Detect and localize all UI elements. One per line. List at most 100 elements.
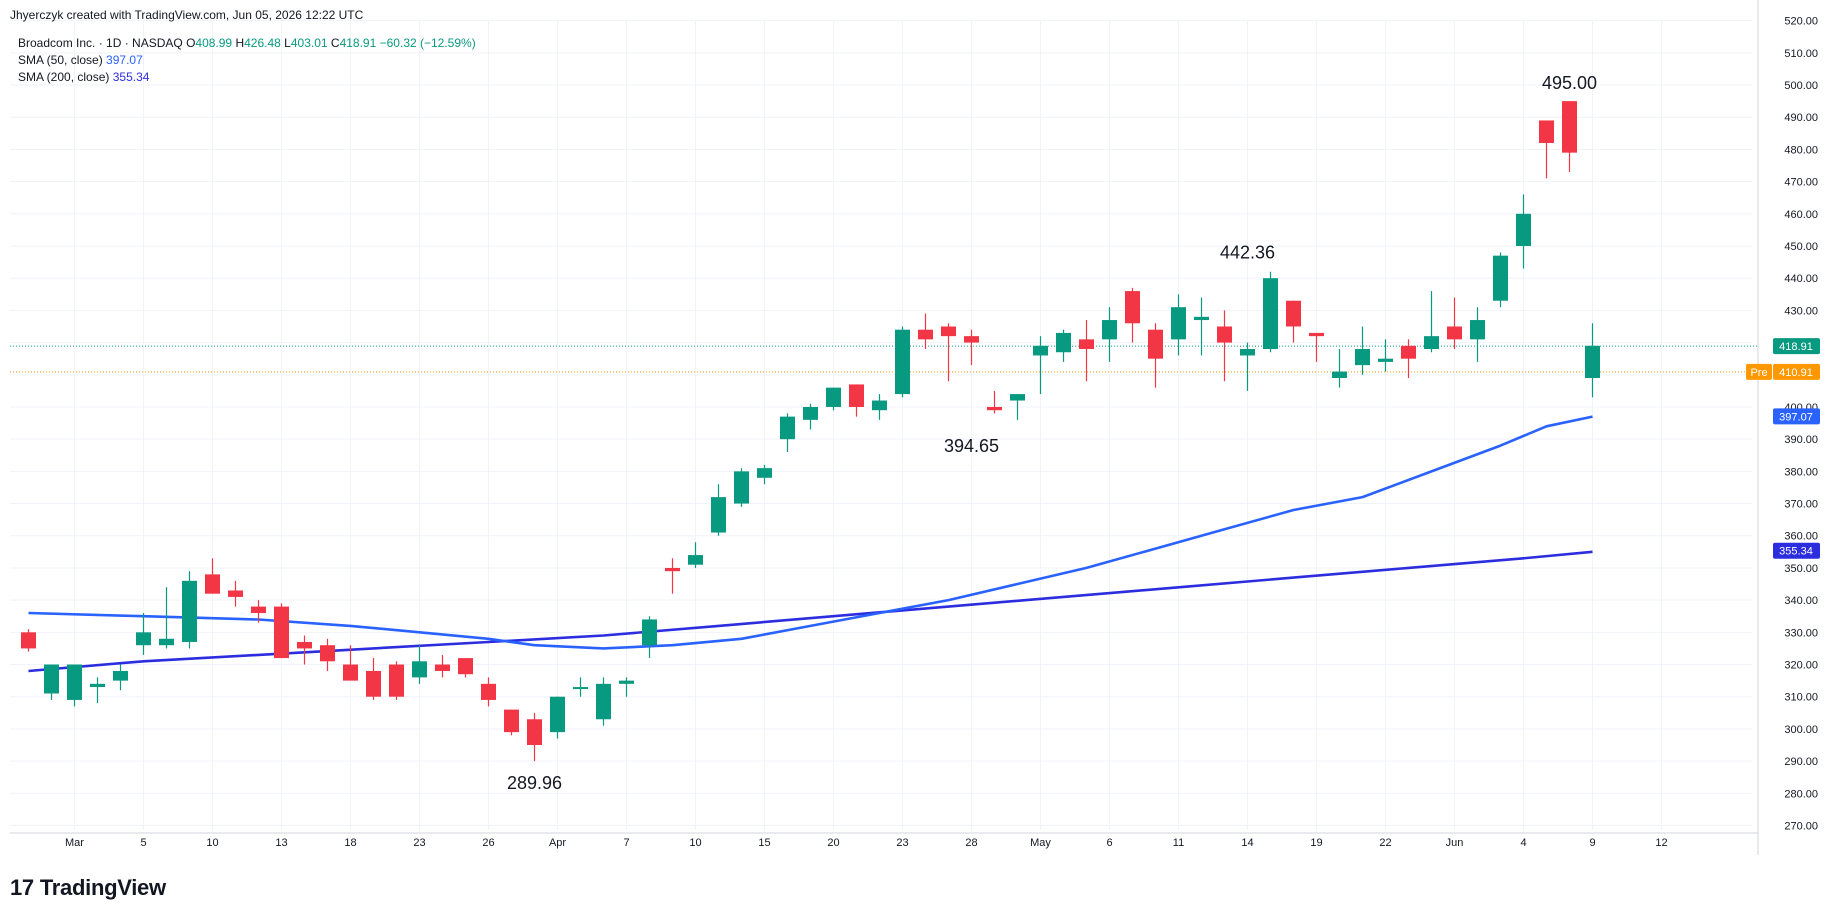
candle	[159, 587, 174, 649]
candle-body	[1148, 329, 1163, 359]
candle-body	[205, 574, 220, 594]
y-tick-label: 460.00	[1784, 209, 1818, 221]
y-tick-label: 370.00	[1784, 499, 1818, 511]
candle	[1056, 329, 1071, 362]
candle-body	[343, 664, 358, 681]
candle	[297, 635, 312, 665]
candle	[1516, 194, 1531, 269]
price-annotation: 289.96	[507, 773, 562, 793]
candle	[550, 696, 565, 739]
y-tick-label: 360.00	[1784, 531, 1818, 543]
x-tick-label: 5	[140, 837, 146, 849]
candle-body	[1010, 394, 1025, 401]
candle	[481, 677, 496, 707]
x-tick-label: 13	[275, 837, 287, 849]
candle	[918, 313, 933, 350]
y-tick-label: 280.00	[1784, 788, 1818, 800]
candle	[757, 464, 772, 485]
candle-body	[665, 567, 680, 572]
candle	[343, 645, 358, 681]
candle-body	[895, 329, 910, 395]
y-tick-label: 470.00	[1784, 177, 1818, 189]
x-tick-label: 11	[1173, 837, 1184, 849]
candle-body	[182, 580, 197, 642]
candle	[849, 384, 864, 417]
price-annotation: 442.36	[1220, 243, 1275, 263]
candle	[1240, 342, 1255, 391]
close-value: 418.91	[339, 36, 377, 50]
last-price-tag: 418.91	[1773, 338, 1820, 355]
price-annotations: 495.00 442.36 394.65 289.96	[507, 73, 1597, 793]
candle-body	[113, 670, 128, 681]
candle	[688, 542, 703, 568]
candle-body	[1240, 349, 1255, 356]
candle-body	[573, 687, 588, 690]
candle-body	[1470, 320, 1485, 340]
sma50-row[interactable]: SMA (50, close) 397.07	[18, 52, 476, 69]
candle-body	[1539, 120, 1554, 143]
candle	[1332, 349, 1347, 388]
sma50-price-tag-label: 397.07	[1779, 411, 1813, 423]
candle	[987, 390, 1002, 414]
candle-body	[987, 406, 1002, 411]
candle-body	[642, 619, 657, 646]
tradingview-logo-icon: 17	[10, 875, 34, 900]
y-tick-label: 520.00	[1784, 16, 1818, 28]
candle-body	[1217, 326, 1232, 343]
sma200-row[interactable]: SMA (200, close) 355.34	[18, 69, 476, 86]
candle-body	[1562, 101, 1577, 153]
candle-body	[1401, 345, 1416, 359]
candle	[1447, 297, 1462, 350]
candle-body	[711, 497, 726, 533]
premarket-price-tag-prefix: Pre	[1750, 367, 1767, 379]
candle-body	[67, 664, 82, 700]
candle	[320, 638, 335, 671]
candle-body	[1585, 345, 1600, 378]
candle	[1585, 323, 1600, 398]
x-tick-label: 12	[1655, 837, 1667, 849]
candle	[458, 658, 473, 678]
candle	[1493, 252, 1508, 308]
candle-body	[1378, 358, 1393, 362]
candle	[251, 600, 266, 623]
y-tick-label: 490.00	[1784, 112, 1818, 124]
candle	[90, 677, 105, 704]
tradingview-logo-text: TradingView	[39, 875, 166, 900]
candle	[711, 484, 726, 536]
x-tick-label: 10	[689, 837, 701, 849]
candle-body	[366, 670, 381, 697]
sma200-price-tag-bg	[1773, 542, 1820, 559]
candle	[596, 677, 611, 726]
candle-body	[1125, 291, 1140, 324]
tradingview-logo[interactable]: 17 TradingView	[10, 875, 166, 901]
candle	[803, 403, 818, 430]
candle	[941, 323, 956, 382]
x-tick-label: May	[1030, 837, 1051, 849]
candle	[389, 661, 404, 700]
y-tick-label: 340.00	[1784, 595, 1818, 607]
open-value: 408.99	[195, 36, 233, 50]
y-tick-label: 500.00	[1784, 80, 1818, 92]
candle-body	[1424, 336, 1439, 350]
candle-body	[1102, 320, 1117, 340]
symbol-title[interactable]: Broadcom Inc. · 1D · NASDAQ	[18, 36, 183, 50]
candle	[1194, 297, 1209, 356]
candle-body	[1079, 339, 1094, 350]
candle-body	[435, 664, 450, 671]
candle	[1171, 294, 1186, 356]
candle	[1539, 120, 1554, 179]
sma200-label: SMA (200, close)	[18, 70, 110, 84]
candle	[1355, 326, 1370, 375]
candle	[1562, 101, 1577, 172]
candle	[1217, 310, 1232, 382]
candle	[1263, 271, 1278, 353]
candle-body	[596, 683, 611, 720]
candle	[780, 413, 795, 453]
candle-body	[297, 641, 312, 649]
candle	[504, 709, 519, 736]
y-tick-label: 430.00	[1784, 305, 1818, 317]
x-tick-label: 23	[896, 837, 908, 849]
candle-body	[159, 638, 174, 646]
ohlc-row: Broadcom Inc. · 1D · NASDAQ O408.99 H426…	[18, 35, 476, 52]
